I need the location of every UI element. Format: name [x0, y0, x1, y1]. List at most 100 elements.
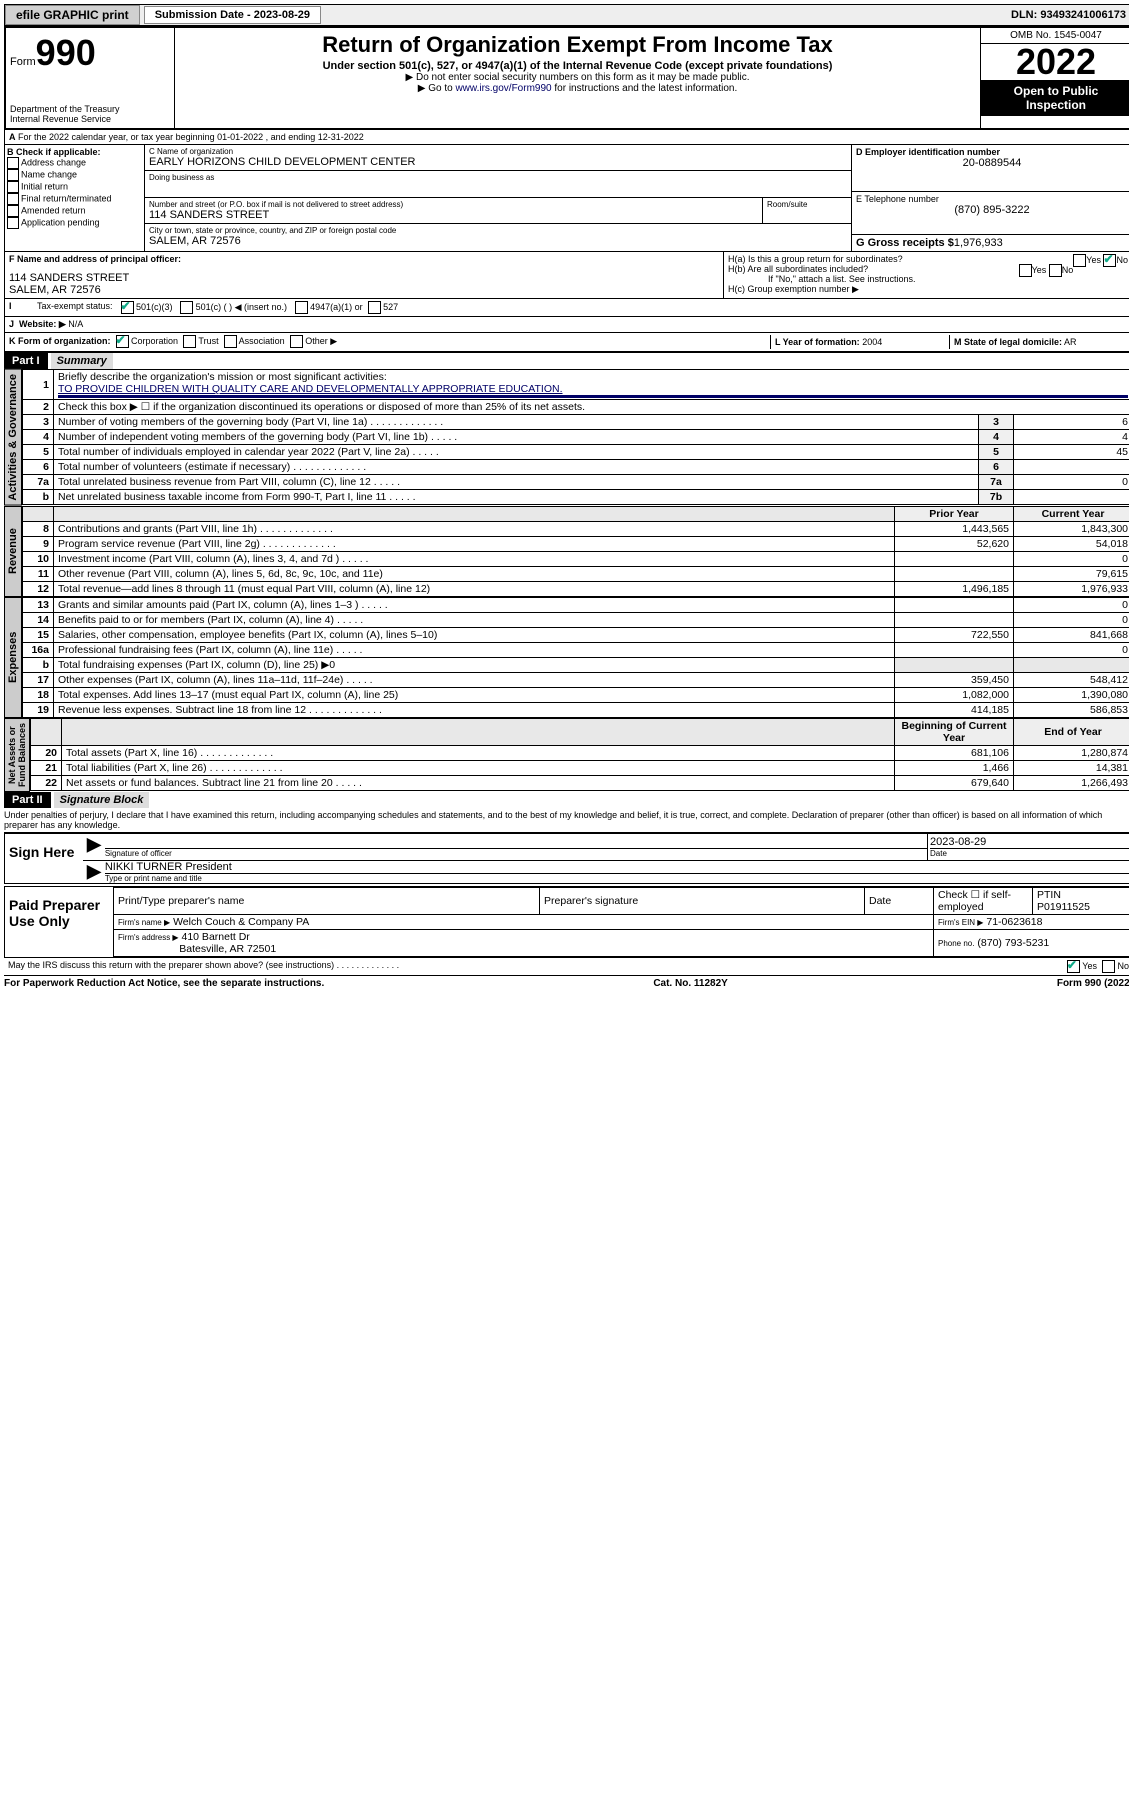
cb-may-no[interactable]	[1102, 960, 1115, 973]
hdr-current-year: Current Year	[1014, 506, 1129, 521]
m-label: M State of legal domicile:	[954, 337, 1062, 347]
dept-treasury: Department of the Treasury	[10, 104, 170, 114]
efile-print-button[interactable]: efile GRAPHIC print	[5, 5, 140, 25]
goto-prefix: ▶ Go to	[418, 83, 456, 94]
declaration: Under penalties of perjury, I declare th…	[4, 808, 1129, 833]
c-name-label: C Name of organization	[149, 147, 847, 156]
fein-label: Firm's EIN ▶	[938, 918, 983, 927]
cb-initial-return[interactable]: Initial return	[7, 181, 142, 193]
f-h-block: F Name and address of principal officer:…	[4, 252, 1129, 299]
p13	[895, 597, 1014, 612]
line16b: Total fundraising expenses (Part IX, col…	[54, 657, 895, 672]
expenses-block: Expenses 13Grants and similar amounts pa…	[4, 597, 1129, 718]
e22: 1,266,493	[1014, 775, 1129, 790]
street-label: Number and street (or P.O. box if mail i…	[149, 200, 758, 209]
line19: Revenue less expenses. Subtract line 18 …	[54, 702, 895, 717]
cb-trust[interactable]	[183, 335, 196, 348]
netassets-block: Net Assets orFund Balances Beginning of …	[4, 718, 1129, 792]
part1-badge: Part I	[4, 353, 48, 369]
p19: 414,185	[895, 702, 1014, 717]
firm-addr1: 410 Barnett Dr	[182, 931, 250, 943]
cb-app-pending[interactable]: Application pending	[7, 217, 142, 229]
part2-header: Part II Signature Block	[4, 792, 1129, 808]
paid-preparer-label: Paid Preparer Use Only	[5, 887, 113, 957]
firm-addr-label: Firm's address ▶	[118, 933, 179, 942]
officer-name: NIKKI TURNER President	[105, 861, 1129, 873]
fein: 71-0623618	[986, 916, 1042, 928]
c15: 841,668	[1014, 627, 1129, 642]
cb-501c3[interactable]	[121, 301, 134, 314]
cb-name-change[interactable]: Name change	[7, 169, 142, 181]
dba-label: Doing business as	[149, 173, 847, 182]
revenue-block: Revenue Prior YearCurrent Year 8Contribu…	[4, 506, 1129, 597]
cb-4947[interactable]	[295, 301, 308, 314]
cb-assoc[interactable]	[224, 335, 237, 348]
cat-no: Cat. No. 11282Y	[653, 978, 727, 989]
line13: Grants and similar amounts paid (Part IX…	[54, 597, 895, 612]
cb-other[interactable]	[290, 335, 303, 348]
domicile: AR	[1064, 337, 1077, 347]
cb-501c[interactable]	[180, 301, 193, 314]
arrow-icon-2: ▶	[83, 861, 105, 883]
top-toolbar: efile GRAPHIC print Submission Date - 20…	[4, 4, 1129, 26]
arrow-icon: ▶	[83, 834, 105, 860]
street: 114 SANDERS STREET	[149, 209, 758, 221]
line11: Other revenue (Part VIII, column (A), li…	[54, 566, 895, 581]
form-number: 990	[36, 32, 96, 73]
subtitle-2: ▶ Do not enter social security numbers o…	[181, 72, 974, 83]
val6	[1014, 460, 1129, 475]
val7a: 0	[1014, 475, 1129, 490]
f-label: F Name and address of principal officer:	[9, 254, 181, 264]
part2-badge: Part II	[4, 792, 51, 808]
val3: 6	[1014, 415, 1129, 430]
gross-receipts: 1,976,933	[954, 237, 1003, 249]
city-state-zip: SALEM, AR 72576	[149, 235, 847, 247]
sign-here-label: Sign Here	[5, 834, 83, 883]
klm-row: K Form of organization: Corporation Trus…	[4, 333, 1129, 353]
hc-label: H(c) Group exemption number ▶	[728, 284, 1128, 295]
cb-address-change[interactable]: Address change	[7, 157, 142, 169]
line4: Number of independent voting members of …	[54, 430, 979, 445]
val5: 45	[1014, 445, 1129, 460]
name-title-label: Type or print name and title	[105, 873, 1129, 883]
tab-activities: Activities & Governance	[4, 369, 22, 506]
mission-text: TO PROVIDE CHILDREN WITH QUALITY CARE AN…	[58, 383, 563, 395]
sig-officer-label: Signature of officer	[105, 848, 927, 858]
val4: 4	[1014, 430, 1129, 445]
line20: Total assets (Part X, line 16)	[62, 745, 895, 760]
org-name: EARLY HORIZONS CHILD DEVELOPMENT CENTER	[149, 156, 847, 168]
entity-block: B Check if applicable: Address change Na…	[4, 145, 1129, 252]
line14: Benefits paid to or for members (Part IX…	[54, 612, 895, 627]
e-label: E Telephone number	[856, 194, 1128, 204]
c13: 0	[1014, 597, 1129, 612]
cb-may-yes[interactable]	[1067, 960, 1080, 973]
paid-preparer-block: Paid Preparer Use Only Print/Type prepar…	[4, 886, 1129, 958]
paperwork-notice: For Paperwork Reduction Act Notice, see …	[4, 978, 324, 989]
officer-addr2: SALEM, AR 72576	[9, 284, 719, 296]
firm-addr2: Batesville, AR 72501	[179, 943, 276, 955]
cb-corp[interactable]	[116, 335, 129, 348]
line8: Contributions and grants (Part VIII, lin…	[54, 521, 895, 536]
tax-year: 2022	[981, 44, 1129, 80]
line7a: Total unrelated business revenue from Pa…	[54, 475, 979, 490]
cb-amended[interactable]: Amended return	[7, 205, 142, 217]
line5: Total number of individuals employed in …	[54, 445, 979, 460]
line16a: Professional fundraising fees (Part IX, …	[54, 642, 895, 657]
may-irs-row: May the IRS discuss this return with the…	[4, 958, 1129, 976]
b-label: B Check if applicable:	[7, 147, 101, 157]
firm-name: Welch Couch & Company PA	[173, 916, 309, 928]
b20: 681,106	[895, 745, 1014, 760]
room-label: Room/suite	[767, 200, 847, 209]
g-label: G Gross receipts $	[856, 237, 954, 249]
c10: 0	[1014, 551, 1129, 566]
cb-final-return[interactable]: Final return/terminated	[7, 193, 142, 205]
p8: 1,443,565	[895, 521, 1014, 536]
year-formation: 2004	[862, 337, 882, 347]
e20: 1,280,874	[1014, 745, 1129, 760]
p9: 52,620	[895, 536, 1014, 551]
irs-link[interactable]: www.irs.gov/Form990	[455, 83, 551, 94]
line22: Net assets or fund balances. Subtract li…	[62, 775, 895, 790]
subtitle-1: Under section 501(c), 527, or 4947(a)(1)…	[181, 60, 974, 72]
cb-527[interactable]	[368, 301, 381, 314]
phone-label: Phone no.	[938, 939, 974, 948]
